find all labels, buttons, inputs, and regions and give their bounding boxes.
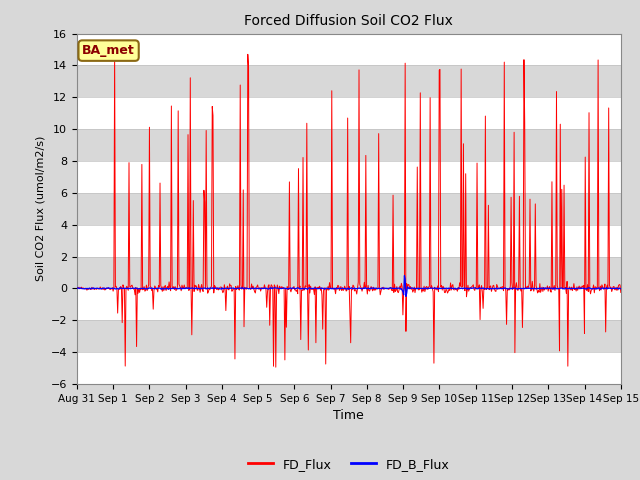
FD_B_Flux (433, 286, 440, 292)
FD_Flux (223, 283, 231, 289)
Bar (77, 225, 621, 257)
Bar (77, 129, 621, 161)
Y-axis label: Soil CO2 Flux (umol/m2/s): Soil CO2 Flux (umol/m2/s) (35, 136, 45, 281)
FD_B_Flux (83, 286, 90, 291)
FD_B_Flux (223, 285, 230, 291)
FD_B_Flux (417, 286, 424, 291)
Bar (77, 34, 621, 65)
FD_Flux (272, 364, 280, 370)
X-axis label: Time: Time (333, 409, 364, 422)
FD_Flux (433, 285, 440, 291)
Line: FD_B_Flux: FD_B_Flux (77, 276, 621, 296)
FD_B_Flux (402, 293, 410, 300)
Bar (77, 65, 621, 97)
FD_Flux (417, 90, 424, 96)
Bar (77, 257, 621, 288)
Text: BA_met: BA_met (82, 44, 135, 57)
FD_Flux (73, 285, 81, 291)
FD_B_Flux (401, 273, 408, 278)
FD_B_Flux (194, 286, 202, 291)
Title: Forced Diffusion Soil CO2 Flux: Forced Diffusion Soil CO2 Flux (244, 14, 453, 28)
FD_B_Flux (617, 286, 625, 291)
Bar (77, 193, 621, 225)
FD_Flux (83, 287, 90, 293)
Bar (77, 161, 621, 193)
FD_Flux (195, 282, 202, 288)
FD_B_Flux (139, 286, 147, 291)
Legend: FD_Flux, FD_B_Flux: FD_Flux, FD_B_Flux (243, 453, 454, 476)
FD_Flux (111, 49, 118, 55)
FD_B_Flux (73, 286, 81, 291)
FD_Flux (617, 289, 625, 295)
Bar (77, 288, 621, 320)
Bar (77, 352, 621, 384)
Bar (77, 320, 621, 352)
Line: FD_Flux: FD_Flux (77, 52, 621, 367)
Bar (77, 97, 621, 129)
FD_Flux (140, 287, 147, 292)
